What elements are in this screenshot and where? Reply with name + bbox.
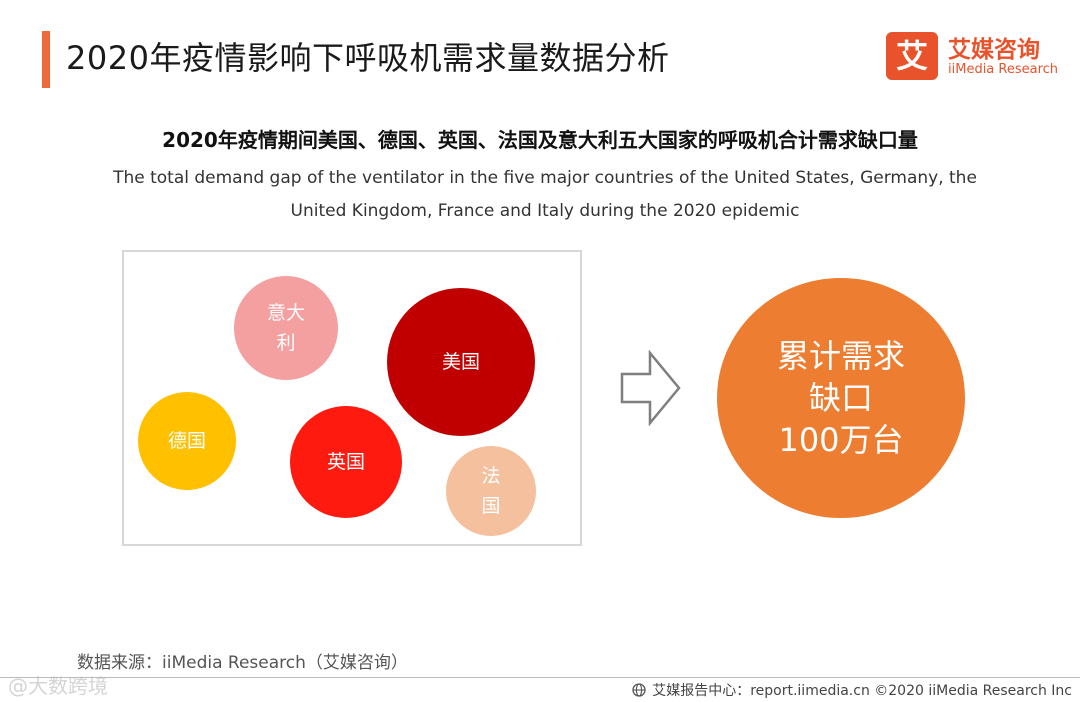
- total-line-2: 缺口: [808, 379, 873, 417]
- bubble-label-line: 美国: [441, 351, 480, 373]
- data-source: 数据来源：iiMedia Research（艾媒咨询）: [77, 653, 408, 673]
- logo-badge: 艾: [886, 32, 938, 80]
- page-title: 2020年疫情影响下呼吸机需求量数据分析: [66, 39, 670, 77]
- bubble-france: 法国: [446, 446, 536, 536]
- bubble-uk: 英国: [290, 406, 402, 518]
- chart-title-cn: 2020年疫情期间美国、德国、英国、法国及意大利五大国家的呼吸机合计需求缺口量: [162, 128, 918, 152]
- logo: 艾 艾媒咨询 iiMedia Research: [886, 28, 1066, 84]
- bubble-label-line: 德国: [167, 430, 206, 452]
- footer-report-center: 艾媒报告中心：report.iimedia.cn ©2020 iiMedia R…: [632, 680, 1072, 700]
- total-line-3: 100万台: [778, 421, 904, 459]
- chart-title-en: The total demand gap of the ventilator i…: [113, 168, 977, 221]
- bubble-label-line: 利: [276, 332, 296, 354]
- bubble-label-line: 英国: [326, 451, 365, 473]
- logo-name-cn: 艾媒咨询: [948, 37, 1040, 63]
- right-outline-arrow-icon: [620, 350, 681, 426]
- watermark: @大数跨境: [8, 674, 108, 698]
- footer-divider: [0, 677, 1080, 678]
- logo-name-en: iiMedia Research: [948, 62, 1059, 77]
- total-line-1: 累计需求: [776, 337, 905, 375]
- bubble-label-line: 意大: [266, 302, 305, 324]
- bubble-italy: 意大利: [234, 276, 338, 380]
- bubble-germany: 德国: [138, 392, 236, 490]
- total-demand-gap-bubble: 累计需求 缺口 100万台: [717, 278, 965, 518]
- footer-report-text: 艾媒报告中心：report.iimedia.cn ©2020 iiMedia R…: [652, 683, 1072, 699]
- globe-icon: [632, 683, 646, 697]
- title-accent-bar: [42, 31, 50, 88]
- bubble-label-line: 法: [481, 465, 501, 487]
- bubble-usa: 美国: [387, 288, 535, 436]
- country-bubble-box: 意大利 美国 德国 英国 法国: [122, 250, 582, 546]
- bubble-label-line: 国: [481, 495, 501, 517]
